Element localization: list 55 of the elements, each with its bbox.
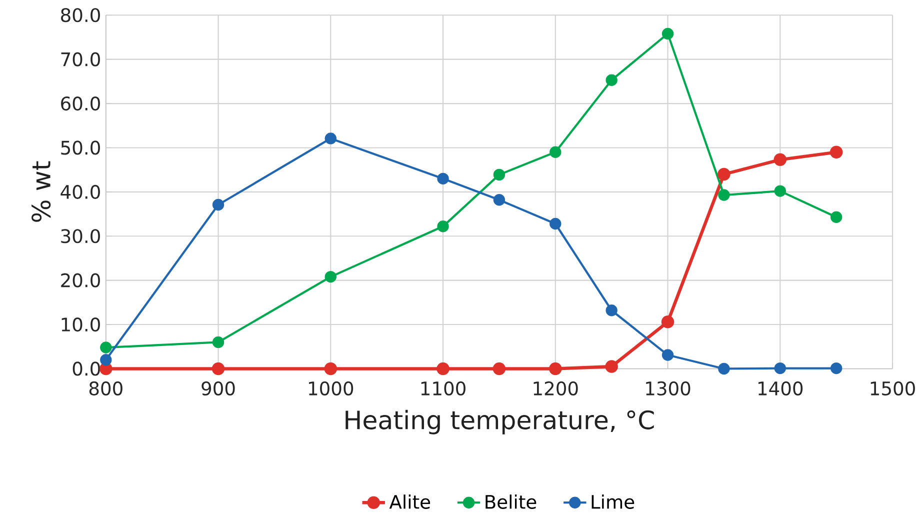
point <box>212 199 224 211</box>
point <box>606 74 618 86</box>
point <box>774 362 786 374</box>
y-tick-label: 10.0 <box>62 318 100 332</box>
y-tick-label: 40.0 <box>60 184 100 200</box>
point <box>100 362 112 376</box>
point <box>212 336 224 348</box>
point <box>662 28 674 40</box>
point <box>493 194 506 206</box>
point <box>718 168 730 181</box>
point <box>718 362 730 375</box>
point <box>774 153 787 166</box>
point <box>493 168 506 181</box>
legend-label: Lime <box>592 494 634 510</box>
point <box>100 342 112 354</box>
point <box>830 211 842 224</box>
point <box>437 172 449 185</box>
y-tick-label: 80.0 <box>61 8 100 22</box>
x-tick-label: 1300 <box>646 382 690 396</box>
point <box>550 146 562 158</box>
point <box>830 362 842 374</box>
point <box>774 185 786 198</box>
y-axis-title: % wt <box>32 161 51 222</box>
point <box>492 362 506 376</box>
point <box>550 218 562 230</box>
point <box>324 362 338 376</box>
y-tick-label: 50.0 <box>61 140 100 155</box>
point <box>549 362 562 376</box>
point <box>212 362 225 376</box>
point <box>437 220 449 232</box>
x-tick-label: 1100 <box>421 382 466 396</box>
point <box>324 271 336 283</box>
y-tick-label: 60.0 <box>61 96 100 111</box>
x-tick-label: 1400 <box>758 382 803 396</box>
point <box>100 354 112 366</box>
x-tick-label: 1200 <box>534 382 578 396</box>
x-tick-label: 900 <box>202 382 235 396</box>
y-tick-label: 30.0 <box>61 229 100 244</box>
x-tick-label: 800 <box>89 382 122 396</box>
point <box>662 349 674 361</box>
y-tick-label: 0.0 <box>72 362 100 376</box>
point <box>718 189 730 201</box>
x-tick-label: 1000 <box>309 382 354 396</box>
legend-label: Belite <box>486 494 536 510</box>
x-tick-label: 1500 <box>870 382 915 396</box>
y-tick-label: 20.0 <box>61 273 100 288</box>
point <box>324 132 336 144</box>
y-tick-label: 70.0 <box>61 52 100 66</box>
point <box>605 360 618 374</box>
point <box>606 304 618 316</box>
point <box>436 362 450 376</box>
point <box>830 146 843 159</box>
x-axis-title: Heating temperature, °C <box>346 410 654 434</box>
legend-label: Alite <box>389 494 430 510</box>
point <box>661 316 674 328</box>
